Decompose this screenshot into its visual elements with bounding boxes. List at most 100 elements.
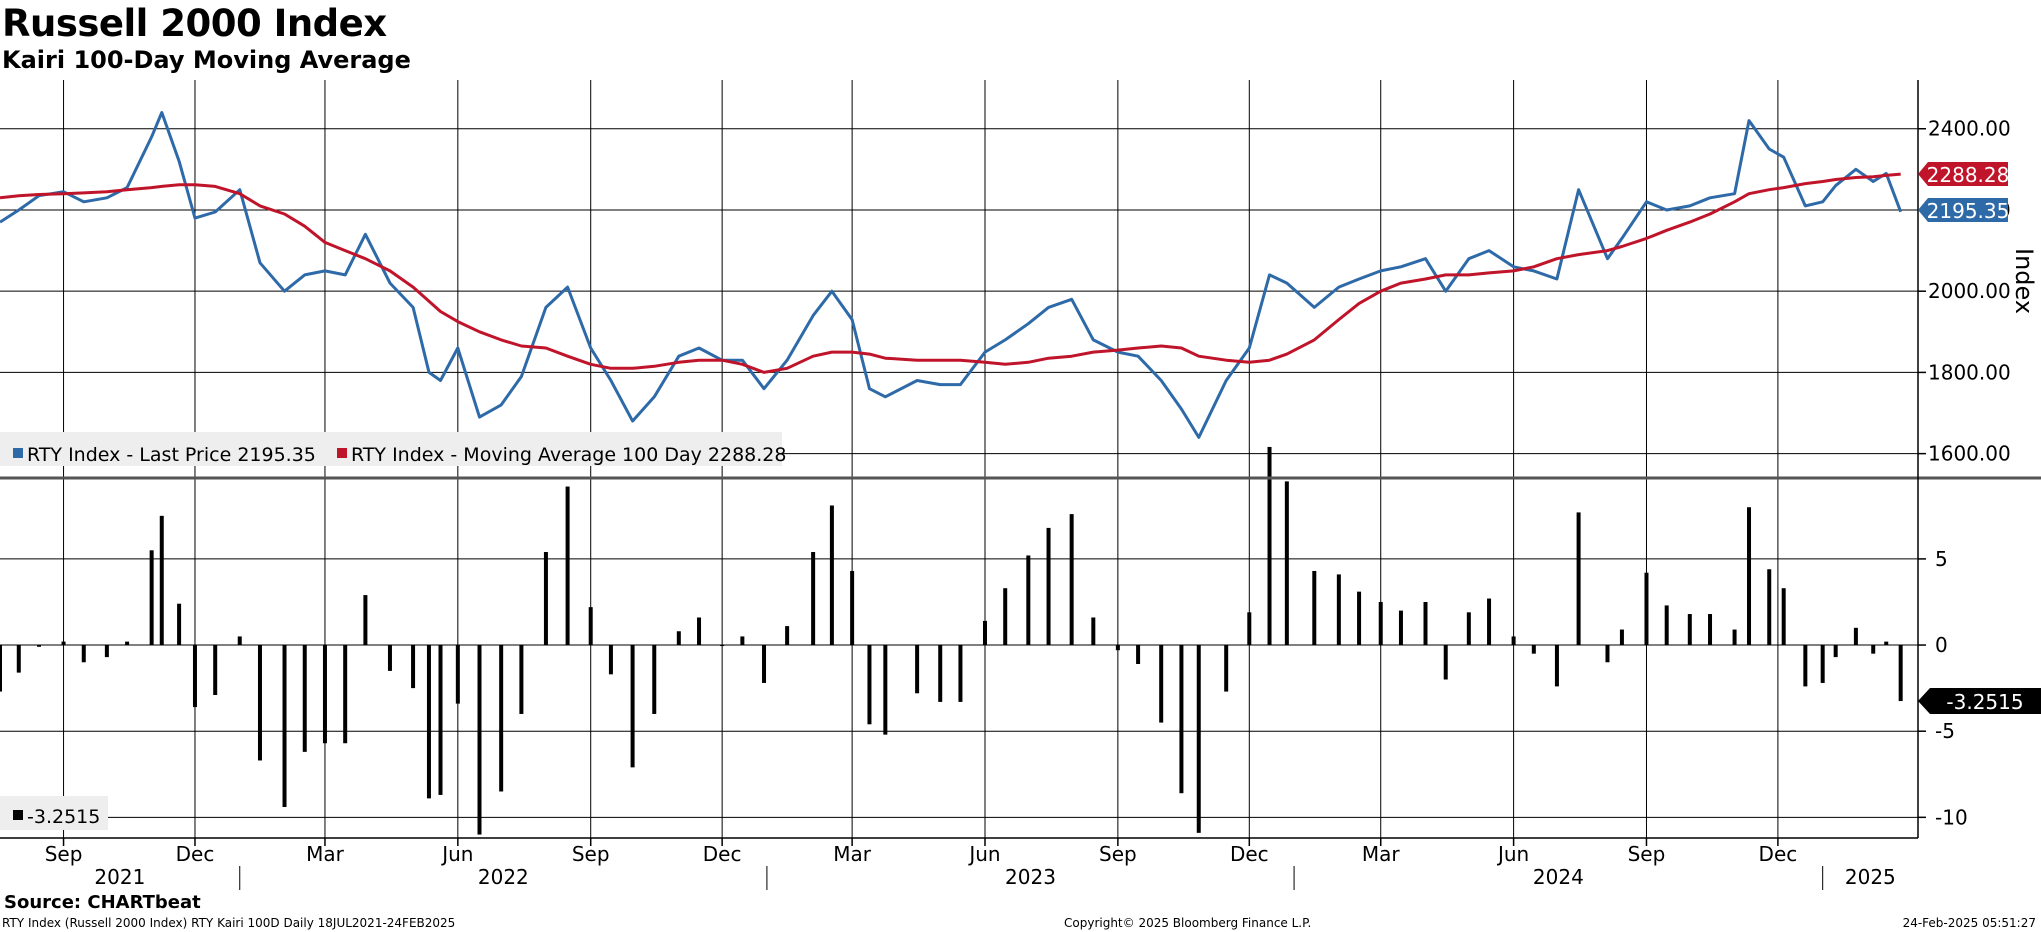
kairi-bar bbox=[588, 607, 593, 646]
kairi-bar bbox=[61, 641, 66, 646]
kairi-bar bbox=[697, 617, 702, 646]
kairi-bar bbox=[1247, 612, 1252, 646]
month-label: Sep bbox=[45, 842, 83, 866]
price-series-line bbox=[0, 111, 1903, 439]
month-label: Dec bbox=[703, 842, 742, 866]
kairi-bar bbox=[1487, 598, 1492, 646]
kairi-bar bbox=[1115, 645, 1120, 651]
kairi-bar bbox=[1267, 446, 1272, 646]
kairi-bar bbox=[1466, 612, 1471, 646]
month-label: Mar bbox=[833, 842, 872, 866]
kairi-tick-label: -5 bbox=[1935, 719, 1955, 743]
kairi-bar bbox=[740, 636, 745, 646]
kairi-bar bbox=[565, 486, 570, 646]
moving-average-series-line bbox=[0, 172, 1901, 374]
price-legend: RTY Index - Last Price 2195.35 RTY Index… bbox=[0, 432, 787, 466]
month-label: Dec bbox=[1759, 842, 1798, 866]
kairi-bar bbox=[0, 645, 2, 692]
kairi-tick-label: 5 bbox=[1935, 547, 1948, 571]
price-y-axis-label: Index bbox=[2010, 248, 2038, 314]
month-label: Sep bbox=[1099, 842, 1137, 866]
price-tick-label: 2400.00 bbox=[1928, 117, 2011, 141]
kairi-bar bbox=[1398, 610, 1403, 646]
price-tick-label: 1800.00 bbox=[1928, 360, 2011, 384]
month-label: Sep bbox=[572, 842, 610, 866]
kairi-bar bbox=[322, 645, 327, 744]
price-last-value-tag: 2195.35 bbox=[1918, 198, 2009, 223]
year-label: 2023 bbox=[1005, 865, 1056, 889]
price-tick-label: 1600.00 bbox=[1928, 442, 2011, 466]
ma-last-value: 2288.28 bbox=[1927, 163, 2010, 187]
kairi-bar bbox=[1357, 591, 1362, 646]
kairi-bar bbox=[785, 626, 790, 646]
kairi-bar bbox=[982, 620, 987, 646]
kairi-bar bbox=[1619, 629, 1624, 646]
kairi-bar bbox=[1423, 601, 1428, 646]
kairi-bar bbox=[1091, 617, 1096, 646]
kairi-bar bbox=[1554, 645, 1559, 687]
kairi-bar bbox=[1664, 605, 1669, 646]
kairi-bar bbox=[938, 645, 943, 702]
kairi-bar bbox=[1747, 507, 1752, 646]
kairi-bar bbox=[850, 570, 855, 646]
kairi-bar bbox=[1159, 645, 1164, 723]
legend-label-kairi: -3.2515 bbox=[27, 806, 100, 828]
kairi-last-value: -3.2515 bbox=[1946, 690, 2023, 714]
kairi-bar bbox=[1312, 570, 1317, 646]
kairi-bar bbox=[608, 645, 613, 675]
month-label: Mar bbox=[1362, 842, 1401, 866]
kairi-bar bbox=[302, 645, 307, 752]
chart-subtitle: Kairi 100-Day Moving Average bbox=[2, 46, 411, 74]
kairi-y-axis: 5 0 -5 -10 bbox=[1918, 547, 1968, 829]
kairi-bar bbox=[1136, 645, 1141, 664]
month-label: Jun bbox=[967, 842, 1000, 866]
kairi-bar bbox=[1803, 645, 1808, 687]
kairi-bar bbox=[1069, 514, 1074, 646]
price-panel-grid bbox=[0, 80, 1918, 838]
kairi-bar bbox=[282, 645, 287, 807]
year-label: 2024 bbox=[1533, 865, 1584, 889]
kairi-bar bbox=[1833, 645, 1838, 658]
kairi-bar bbox=[192, 645, 197, 708]
kairi-bar bbox=[1853, 627, 1858, 646]
kairi-bar bbox=[829, 505, 834, 646]
kairi-bar bbox=[867, 645, 872, 725]
kairi-bar bbox=[1378, 601, 1383, 646]
kairi-bar bbox=[36, 645, 41, 647]
kairi-bar bbox=[438, 645, 443, 795]
kairi-bar bbox=[387, 645, 392, 671]
kairi-bar bbox=[720, 645, 725, 647]
kairi-bar bbox=[455, 645, 460, 704]
kairi-bar bbox=[426, 645, 431, 799]
kairi-bar bbox=[81, 645, 86, 663]
kairi-bar bbox=[1196, 645, 1201, 833]
price-lines bbox=[0, 111, 1903, 439]
source-label: Source: CHARTbeat bbox=[4, 892, 201, 913]
legend-label-price: RTY Index - Last Price 2195.35 bbox=[27, 444, 316, 466]
chart-title: Russell 2000 Index bbox=[2, 2, 387, 45]
kairi-bar bbox=[213, 645, 218, 696]
kairi-bar bbox=[411, 645, 416, 689]
legend-swatch-kairi bbox=[13, 810, 23, 820]
kairi-bar bbox=[1884, 641, 1889, 646]
price-tick-label: 2000.00 bbox=[1928, 279, 2011, 303]
kairi-bar bbox=[1820, 645, 1825, 683]
kairi-bar bbox=[1284, 481, 1289, 646]
kairi-bar bbox=[1781, 588, 1786, 646]
kairi-legend: -3.2515 bbox=[0, 796, 108, 830]
kairi-bar bbox=[237, 636, 242, 646]
kairi-bars bbox=[0, 446, 1903, 835]
kairi-bar bbox=[1644, 572, 1649, 646]
kairi-bar bbox=[1898, 645, 1903, 702]
copyright: Copyright© 2025 Bloomberg Finance L.P. bbox=[1064, 916, 1311, 930]
kairi-bar bbox=[676, 631, 681, 646]
kairi-bar bbox=[177, 603, 182, 646]
month-label: Dec bbox=[176, 842, 215, 866]
kairi-bar bbox=[630, 645, 635, 768]
kairi-bar bbox=[149, 550, 154, 646]
kairi-bar bbox=[1026, 555, 1031, 646]
kairi-tick-label: -10 bbox=[1935, 805, 1968, 829]
kairi-bar bbox=[104, 645, 109, 658]
x-axis: Sep Dec Mar Jun Sep Dec Mar Jun Sep Dec Mar Jun Sep D… bbox=[45, 838, 1896, 890]
